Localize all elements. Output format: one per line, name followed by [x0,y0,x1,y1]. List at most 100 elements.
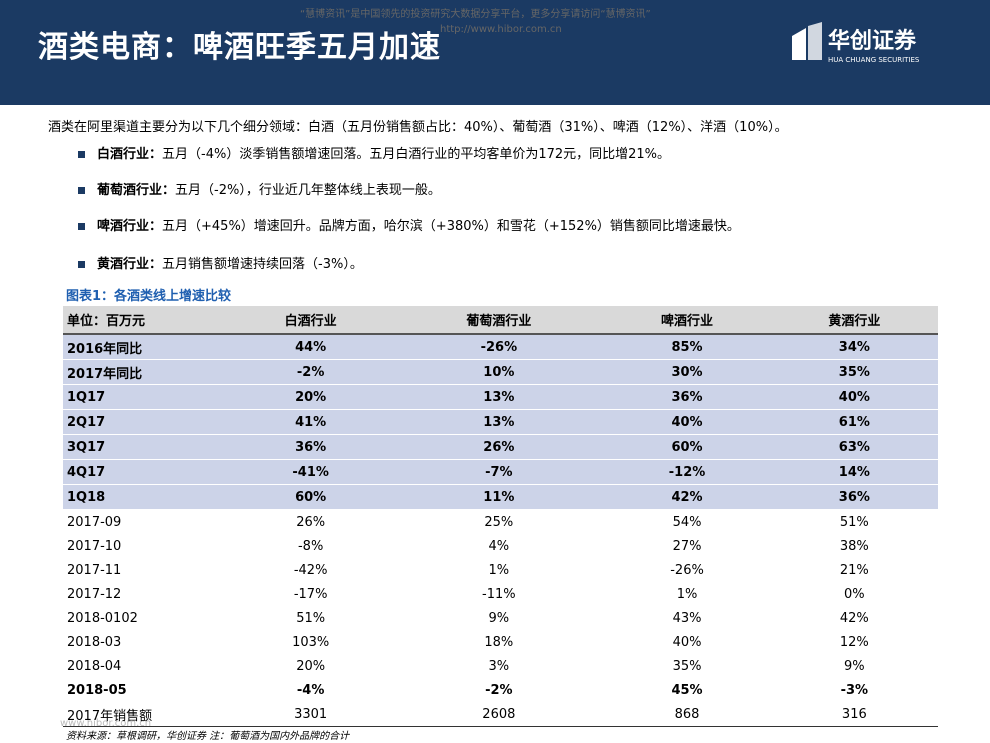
table-cell: 51% [296,610,326,626]
table: 单位：百万元 白酒行业 葡萄酒行业 啤酒行业 黄酒行业 2016年同比 44% -26% 85%… [63,306,938,727]
bullet-label: 白酒行业： [97,147,163,162]
table-cell: 3Q17 [63,434,227,460]
watermark: “慧博资讯”是中国领先的投资研究大数据分享平台，更多分享请访问“慧博资讯” [300,9,651,20]
table-cell: 2018-04 [67,658,122,674]
table-cell: 26% [394,434,604,460]
bullet-label: 啤酒行业： [97,219,163,234]
table-cell: 18% [484,634,514,650]
table-cell: 30% [603,359,771,385]
table-row: 2017-09 26% 25% 54% 51% [63,510,938,535]
table-cell: 2017-11 [67,562,122,578]
table-row: 2018-05 -4% -2% 45% -3% [63,678,938,702]
bullet: 黄酒行业：五月销售额增速持续回落（-3%）。 [78,253,363,272]
column-header: 白酒行业 [227,306,395,335]
bullet-marker [78,151,85,158]
table-cell: 20% [296,658,326,674]
table-cell: 35% [770,359,938,385]
bullet-text: 五月（-4%）淡季销售额增速回落。五月白酒行业的平均客单价为172元，同比增21… [162,147,671,162]
table-cell: 54% [672,514,702,530]
table-cell: -26% [394,334,604,360]
table-cell: 42% [839,610,869,626]
table-cell: 2018-05 [67,682,127,698]
table-cell: 11% [394,484,604,510]
table-cell: 63% [770,434,938,460]
table-cell: -42% [293,562,328,578]
table-cell: 2017-10 [67,538,122,554]
table-cell: 14% [770,459,938,485]
table-cell: -3% [840,682,869,698]
bullet-marker [78,187,85,194]
table-cell: 2608 [394,702,604,727]
table-cell: 36% [603,384,771,410]
table-cell: 40% [672,634,702,650]
table-row: 2018-04 20% 3% 35% 9% [63,654,938,678]
bullet-text: 五月（+45%）增速回升。品牌方面，哈尔滨（+380%）和雪花（+152%）销售… [162,219,740,234]
table-cell: 60% [603,434,771,460]
table-cell: 2Q17 [63,409,227,435]
table-cell: 20% [227,384,395,410]
table-row: 2Q17 41% 13% 40% 61% [63,409,938,435]
bullet: 葡萄酒行业：五月（-2%），行业近几年整体线上表现一般。 [78,179,441,198]
column-header: 黄酒行业 [770,306,938,335]
table-cell: 44% [227,334,395,360]
table-cell: 2018-0102 [67,610,138,626]
table-cell: 45% [671,682,703,698]
table-title: 图表1：各酒类线上增速比较 [66,289,232,304]
header-row: 单位：百万元 白酒行业 葡萄酒行业 啤酒行业 黄酒行业 [63,306,938,335]
table-cell: 2017-09 [67,514,122,530]
logo: 华创证券 HUA CHUANG SECURITIES [792,22,920,64]
table-cell: -7% [394,459,604,485]
table-cell: 25% [484,514,514,530]
table-cell: 103% [292,634,330,650]
intro: 酒类在阿里渠道主要分为以下几个细分领域：白酒（五月份销售额占比：40%）、葡萄酒… [48,120,788,135]
table-row: 2016年同比 44% -26% 85% 34% [63,334,938,360]
table-row: 2017年销售额 3301 2608 868 316 [63,702,938,727]
table-cell: 41% [227,409,395,435]
table-cell: 34% [770,334,938,360]
table-row: 2017-10 -8% 4% 27% 38% [63,534,938,558]
table-cell: 3301 [227,702,395,727]
slide-title: 酒类电商：啤酒旺季五月加速 [38,30,441,65]
table-cell: 2017-12 [67,586,122,602]
table-cell: 35% [672,658,702,674]
table-cell: 13% [394,384,604,410]
table-cell: 1Q17 [63,384,227,410]
table-cell: -12% [603,459,771,485]
header-bar [0,0,990,105]
table-cell: -2% [485,682,513,698]
table-cell: 4% [488,538,510,554]
table-cell: 2018-03 [67,634,122,650]
table-cell: 1% [488,562,510,578]
column-header: 啤酒行业 [603,306,771,335]
bullet-label: 葡萄酒行业： [97,183,176,198]
table-cell: 36% [770,484,938,510]
table-cell: 60% [227,484,395,510]
bullet-marker [78,261,85,268]
table-cell: -8% [297,538,324,554]
table-cell: 0% [844,586,865,602]
table-cell: 9% [844,658,865,674]
table-cell: -11% [482,586,516,602]
table-cell: 10% [394,359,604,385]
table-row: 3Q17 36% 26% 60% 63% [63,434,938,460]
table-cell: -41% [227,459,395,485]
table-cell: 1% [676,586,698,602]
table-cell: 85% [603,334,771,360]
table-cell: 21% [839,562,869,578]
table-cell: 42% [603,484,771,510]
table-row: 1Q17 20% 13% 36% 40% [63,384,938,410]
table-cell: -26% [670,562,704,578]
table-row: 2017-11 -42% 1% -26% 21% [63,558,938,582]
table-cell: 26% [296,514,326,530]
table-cell: 40% [770,384,938,410]
column-header: 葡萄酒行业 [394,306,604,335]
source-note: 资料来源：草根调研，华创证券 注：葡萄酒为国内外品牌的合计 [66,731,350,742]
table-cell: 3% [488,658,510,674]
logo-subtext: HUA CHUANG SECURITIES [828,56,920,64]
bullet-label: 黄酒行业： [97,257,163,272]
table-row: 2018-0102 51% 9% 43% 42% [63,606,938,630]
table-cell: 12% [839,634,869,650]
bullet-marker [78,223,85,230]
table-cell: 51% [839,514,869,530]
